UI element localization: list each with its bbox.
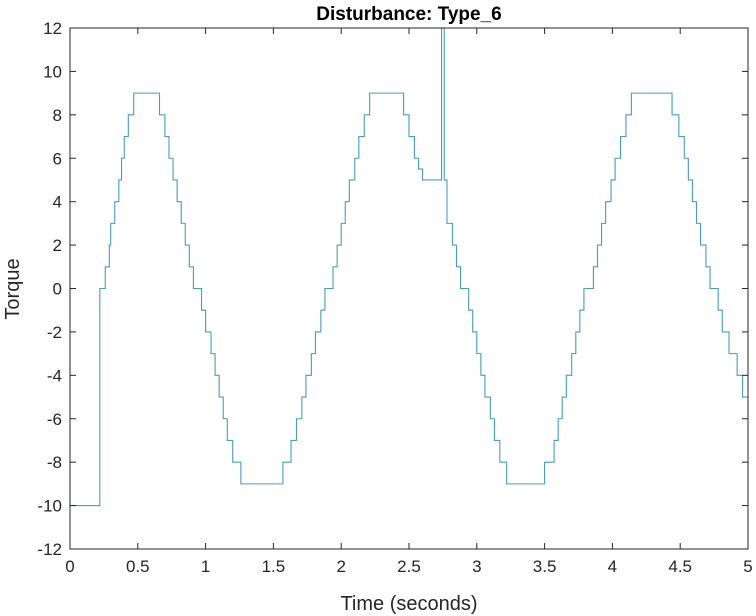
x-tick-label: 0 [65,557,74,576]
x-tick-label: 4 [608,557,617,576]
y-tick-label: 10 [43,62,62,81]
y-tick-label: -6 [47,410,62,429]
y-tick-label: -10 [37,497,62,516]
chart-title: Disturbance: Type_6 [316,4,501,25]
y-tick-label: -2 [47,323,62,342]
x-tick-label: 3 [472,557,481,576]
x-tick-label: 2.5 [397,557,421,576]
x-tick-label: 0.5 [126,557,150,576]
y-tick-label: 2 [53,236,62,255]
x-tick-label: 5 [743,557,752,576]
y-axis-ticks: -12 -10 -8 -6 -4 -2 0 2 4 6 8 10 12 [37,19,748,559]
x-tick-label: 1 [201,557,210,576]
x-tick-label: 2 [336,557,345,576]
y-tick-label: 0 [53,280,62,299]
y-axis-label: Torque [2,258,24,319]
y-tick-label: -8 [47,453,62,472]
x-tick-label: 1.5 [262,557,286,576]
plot-area [70,28,748,549]
series-line-1 [70,28,748,507]
x-axis-ticks: 0 0.5 1 1.5 2 2.5 3 3.5 4 4.5 5 [65,28,753,576]
y-tick-label: 8 [53,106,62,125]
y-tick-label: 12 [43,19,62,38]
y-tick-label: 4 [53,193,62,212]
y-tick-label: 6 [53,149,62,168]
y-tick-label: -4 [47,366,62,385]
y-tick-label: -12 [37,540,62,559]
series-layer [70,28,748,507]
axes-background [70,28,748,549]
x-axis-label: Time (seconds) [340,593,477,615]
x-tick-label: 3.5 [533,557,557,576]
x-tick-label: 4.5 [668,557,692,576]
